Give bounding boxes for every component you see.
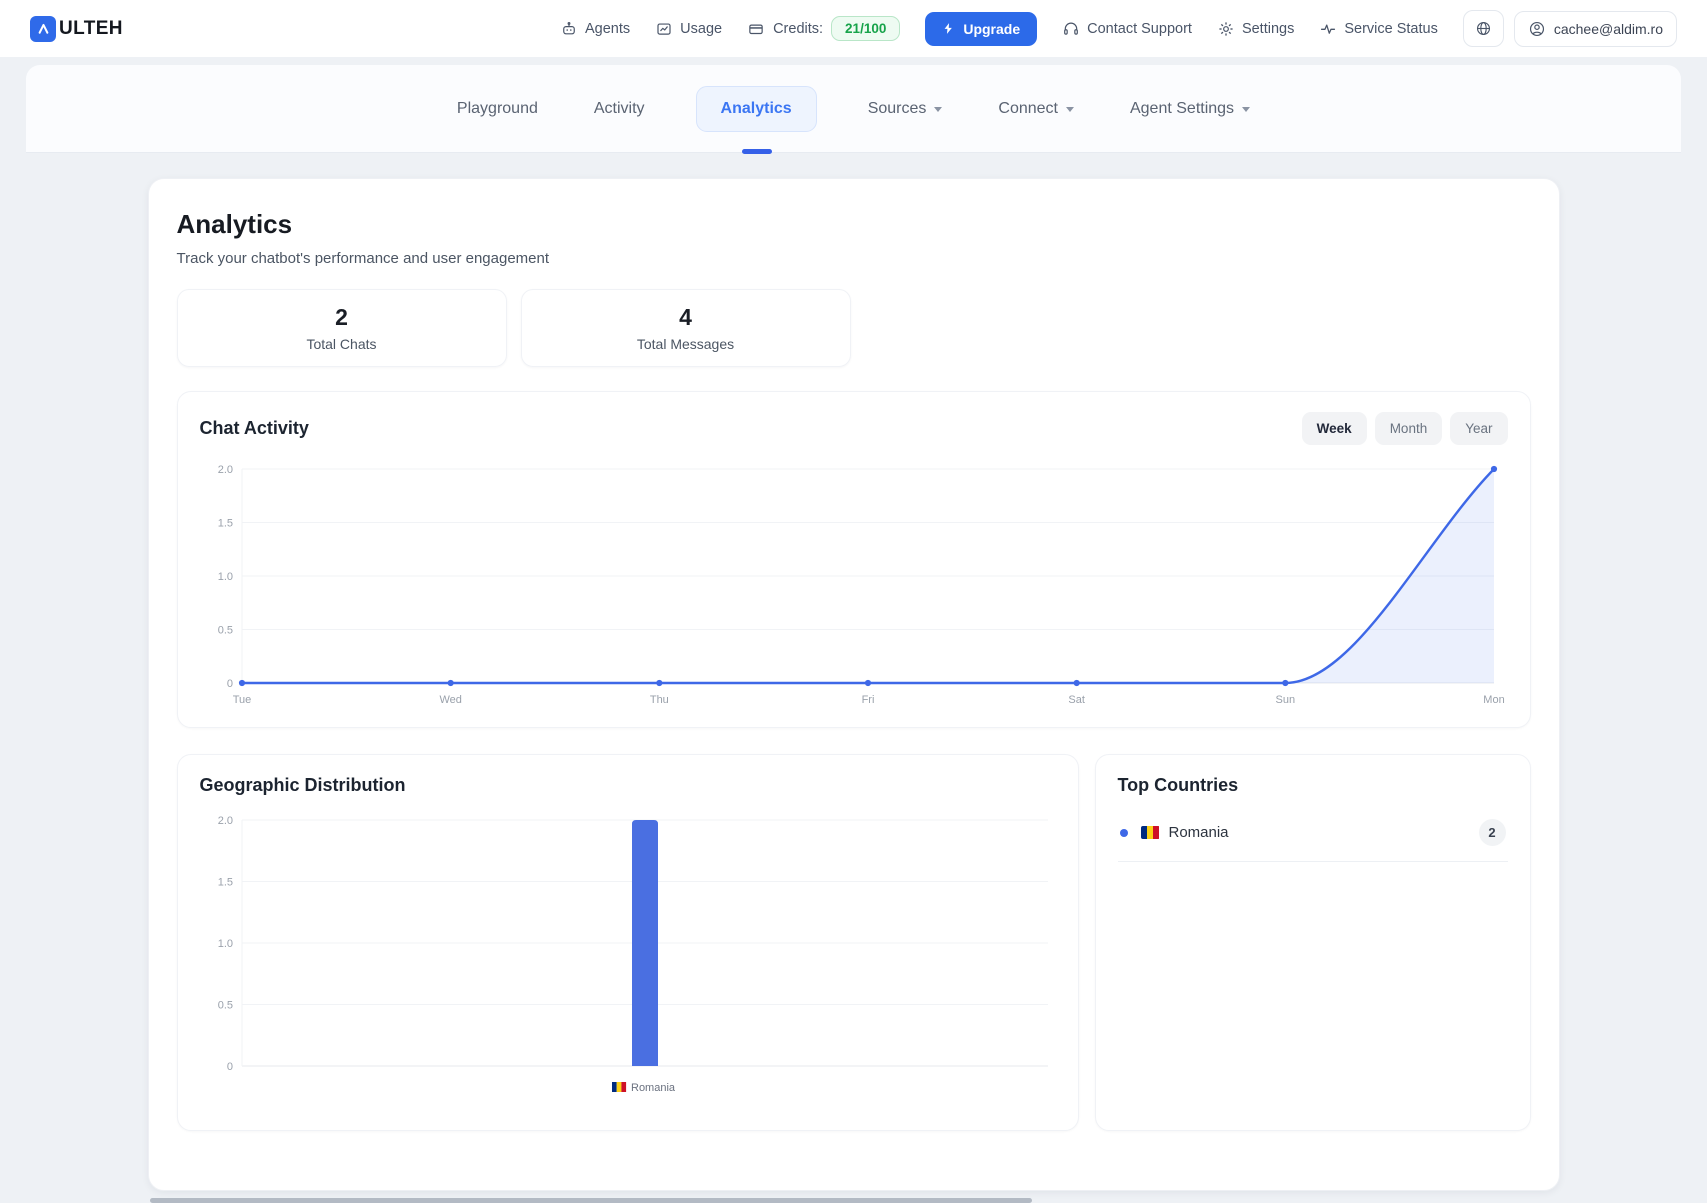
bolt-icon — [942, 21, 955, 36]
credit-card-icon — [747, 20, 765, 38]
romania-flag-icon — [612, 1082, 626, 1092]
tab-label: Analytics — [721, 100, 792, 118]
tab-label: Activity — [594, 100, 645, 118]
tab-connect[interactable]: Connect — [993, 89, 1079, 129]
agent-tab-strip: Playground Activity Analytics Sources Connec… — [26, 65, 1681, 153]
svg-text:Sun: Sun — [1275, 694, 1295, 706]
svg-text:Fri: Fri — [861, 694, 874, 706]
globe-icon — [1475, 20, 1492, 37]
account-email: cachee@aldim.ro — [1554, 21, 1663, 37]
analytics-page-card: Analytics Track your chatbot's performan… — [148, 178, 1560, 1191]
range-button-year[interactable]: Year — [1450, 412, 1507, 445]
svg-text:2.0: 2.0 — [217, 464, 232, 476]
range-button-month[interactable]: Month — [1375, 412, 1443, 445]
nav-item-usage[interactable]: Usage — [655, 20, 722, 38]
nav-item-label: Contact Support — [1087, 21, 1192, 37]
tab-label: Connect — [998, 100, 1058, 118]
nav-item-label: Settings — [1242, 21, 1294, 37]
user-circle-icon — [1528, 20, 1546, 38]
stat-value: 2 — [335, 304, 348, 331]
nav-item-agents[interactable]: Agents — [560, 20, 630, 38]
tab-agent-settings[interactable]: Agent Settings — [1125, 89, 1255, 129]
stat-label: Total Chats — [306, 336, 376, 352]
country-name: Romania — [1169, 824, 1229, 841]
stat-card-total-messages: 4 Total Messages — [521, 289, 851, 367]
svg-text:Wed: Wed — [439, 694, 461, 706]
credits-label: Credits: — [773, 21, 823, 37]
tab-label: Agent Settings — [1130, 100, 1234, 118]
credits: Credits: 21/100 — [747, 16, 900, 41]
stat-card-total-chats: 2 Total Chats — [177, 289, 507, 367]
top-countries-panel: Top Countries Romania 2 — [1095, 754, 1531, 1131]
svg-text:0: 0 — [226, 1061, 232, 1073]
credits-value-badge: 21/100 — [831, 16, 900, 41]
nav-item-label: Agents — [585, 21, 630, 37]
geo-distribution-panel: Geographic Distribution 0 0.5 1.0 1.5 2.0 Rom… — [177, 754, 1079, 1131]
app-logo[interactable]: ULTEH — [30, 16, 123, 42]
country-count-badge: 2 — [1479, 819, 1506, 846]
tab-label: Sources — [868, 100, 927, 118]
svg-text:0: 0 — [226, 678, 232, 690]
svg-text:1.5: 1.5 — [217, 518, 232, 530]
logo-text: ULTEH — [59, 18, 123, 40]
app-header: ULTEH Agents Usage Credits: 21/100 Upgrad… — [0, 0, 1707, 57]
top-countries-list: Romania 2 — [1118, 804, 1508, 862]
tab-sources[interactable]: Sources — [863, 89, 948, 129]
pulse-icon — [1319, 20, 1337, 38]
geo-distribution-chart: 0 0.5 1.0 1.5 2.0 Romania — [200, 810, 1058, 1110]
tab-activity[interactable]: Activity — [589, 89, 650, 129]
headset-icon — [1062, 20, 1080, 38]
chevron-down-icon — [934, 107, 942, 112]
tab-playground[interactable]: Playground — [452, 89, 543, 129]
chevron-down-icon — [1242, 107, 1250, 112]
nav-item-label: Usage — [680, 21, 722, 37]
chevron-down-icon — [1066, 107, 1074, 112]
usage-chart-icon — [655, 20, 673, 38]
logo-mark-icon — [30, 16, 56, 42]
language-globe-button[interactable] — [1463, 10, 1504, 47]
nav-item-label: Service Status — [1344, 21, 1438, 37]
svg-text:Sat: Sat — [1068, 694, 1085, 706]
horizontal-scrollbar-thumb[interactable] — [150, 1198, 1032, 1203]
active-tab-underline — [742, 149, 772, 154]
nav-item-contact-support[interactable]: Contact Support — [1062, 20, 1192, 38]
svg-text:Tue: Tue — [232, 694, 251, 706]
nav-item-settings[interactable]: Settings — [1217, 20, 1294, 38]
svg-text:1.0: 1.0 — [217, 938, 232, 950]
geo-distribution-title: Geographic Distribution — [200, 775, 1056, 796]
romania-flag-icon — [1141, 826, 1160, 839]
stat-value: 4 — [679, 304, 692, 331]
upgrade-label: Upgrade — [963, 21, 1020, 37]
svg-text:0.5: 0.5 — [217, 625, 232, 637]
top-countries-title: Top Countries — [1118, 775, 1508, 796]
svg-text:1.5: 1.5 — [217, 877, 232, 889]
upgrade-button[interactable]: Upgrade — [925, 12, 1037, 46]
svg-text:Romania: Romania — [631, 1082, 676, 1094]
stat-label: Total Messages — [637, 336, 734, 352]
page-title: Analytics — [177, 209, 1531, 240]
header-nav: Agents Usage Credits: 21/100 Upgrade Cont… — [560, 10, 1677, 47]
tab-analytics[interactable]: Analytics — [696, 86, 817, 132]
tab-label: Playground — [457, 100, 538, 118]
svg-text:1.0: 1.0 — [217, 571, 232, 583]
svg-text:2.0: 2.0 — [217, 815, 232, 827]
account-button[interactable]: cachee@aldim.ro — [1514, 11, 1677, 47]
svg-text:Thu: Thu — [649, 694, 668, 706]
svg-text:Mon: Mon — [1483, 694, 1504, 706]
chat-activity-chart: 0 0.5 1.0 1.5 2.0 Tue Wed Thu Fri Sat Sun Mon — [200, 459, 1512, 717]
nav-item-service-status[interactable]: Service Status — [1319, 20, 1438, 38]
gear-icon — [1217, 20, 1235, 38]
svg-text:0.5: 0.5 — [217, 1000, 232, 1012]
chat-activity-panel: Chat Activity WeekMonthYear 0 0.5 1.0 1.5 2.… — [177, 391, 1531, 728]
chat-activity-title: Chat Activity — [200, 418, 309, 439]
stats-row: 2 Total Chats 4 Total Messages — [177, 289, 1531, 367]
range-button-week[interactable]: Week — [1302, 412, 1367, 445]
country-bullet-dot — [1120, 829, 1128, 837]
range-toggle-group: WeekMonthYear — [1302, 412, 1508, 445]
country-row[interactable]: Romania 2 — [1118, 804, 1508, 862]
robot-icon — [560, 20, 578, 38]
page-subtitle: Track your chatbot's performance and use… — [177, 250, 1531, 267]
